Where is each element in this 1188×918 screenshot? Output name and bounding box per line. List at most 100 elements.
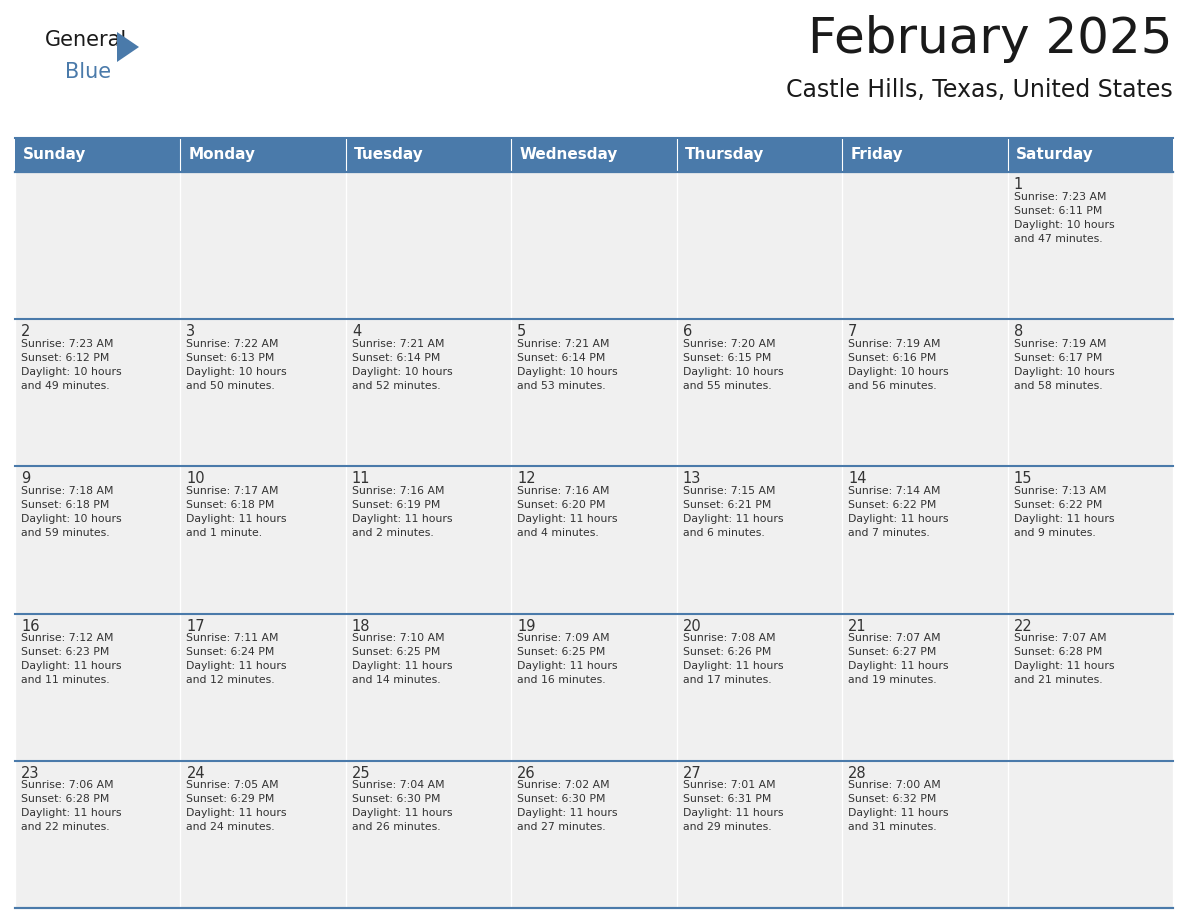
Text: Sunset: 6:29 PM: Sunset: 6:29 PM [187, 794, 274, 804]
Text: and 16 minutes.: and 16 minutes. [517, 675, 606, 685]
Text: and 59 minutes.: and 59 minutes. [21, 528, 109, 538]
Bar [511, 138, 677, 172]
Text: Daylight: 11 hours: Daylight: 11 hours [352, 514, 453, 524]
Text: Sunset: 6:23 PM: Sunset: 6:23 PM [21, 647, 109, 657]
Text: Castle Hills, Texas, United States: Castle Hills, Texas, United States [786, 78, 1173, 102]
Text: and 55 minutes.: and 55 minutes. [683, 381, 771, 391]
Bar [1007, 613, 1173, 761]
Bar [15, 613, 181, 761]
Text: and 6 minutes.: and 6 minutes. [683, 528, 764, 538]
Text: and 26 minutes.: and 26 minutes. [352, 823, 441, 833]
Text: and 47 minutes.: and 47 minutes. [1013, 233, 1102, 243]
Polygon shape [116, 32, 139, 62]
Text: Sunrise: 7:05 AM: Sunrise: 7:05 AM [187, 780, 279, 790]
Bar [677, 761, 842, 908]
Text: Sunrise: 7:16 AM: Sunrise: 7:16 AM [352, 486, 444, 496]
Bar [842, 761, 1007, 908]
Text: Daylight: 10 hours: Daylight: 10 hours [352, 366, 453, 376]
Text: Sunrise: 7:01 AM: Sunrise: 7:01 AM [683, 780, 776, 790]
Text: Daylight: 10 hours: Daylight: 10 hours [1013, 366, 1114, 376]
Bar [1007, 466, 1173, 613]
Text: and 27 minutes.: and 27 minutes. [517, 823, 606, 833]
Text: Thursday: Thursday [685, 148, 764, 162]
Bar [511, 613, 677, 761]
Text: 13: 13 [683, 472, 701, 487]
Text: Sunrise: 7:21 AM: Sunrise: 7:21 AM [352, 339, 444, 349]
Bar [511, 319, 677, 466]
Text: Sunset: 6:28 PM: Sunset: 6:28 PM [1013, 647, 1102, 657]
Text: Sunset: 6:17 PM: Sunset: 6:17 PM [1013, 353, 1102, 363]
Text: 26: 26 [517, 766, 536, 781]
Text: 20: 20 [683, 619, 701, 633]
Bar [511, 466, 677, 613]
Text: Sunset: 6:25 PM: Sunset: 6:25 PM [352, 647, 441, 657]
Bar [346, 761, 511, 908]
Text: Sunset: 6:30 PM: Sunset: 6:30 PM [517, 794, 606, 804]
Text: and 56 minutes.: and 56 minutes. [848, 381, 937, 391]
Text: Sunrise: 7:12 AM: Sunrise: 7:12 AM [21, 633, 114, 644]
Text: and 14 minutes.: and 14 minutes. [352, 675, 441, 685]
Text: and 24 minutes.: and 24 minutes. [187, 823, 276, 833]
Text: General: General [45, 30, 127, 50]
Text: Sunrise: 7:07 AM: Sunrise: 7:07 AM [848, 633, 941, 644]
Text: 28: 28 [848, 766, 867, 781]
Text: 7: 7 [848, 324, 858, 339]
Text: Sunset: 6:28 PM: Sunset: 6:28 PM [21, 794, 109, 804]
Text: 23: 23 [21, 766, 39, 781]
Bar [511, 761, 677, 908]
Text: Sunset: 6:21 PM: Sunset: 6:21 PM [683, 500, 771, 509]
Text: Daylight: 11 hours: Daylight: 11 hours [352, 661, 453, 671]
Text: 1: 1 [1013, 177, 1023, 192]
Text: 16: 16 [21, 619, 39, 633]
Text: Sunrise: 7:00 AM: Sunrise: 7:00 AM [848, 780, 941, 790]
Bar [511, 172, 677, 319]
Text: 27: 27 [683, 766, 701, 781]
Text: Sunrise: 7:23 AM: Sunrise: 7:23 AM [1013, 192, 1106, 201]
Text: Sunrise: 7:08 AM: Sunrise: 7:08 AM [683, 633, 776, 644]
Text: Daylight: 10 hours: Daylight: 10 hours [683, 366, 783, 376]
Bar [15, 466, 181, 613]
Text: Saturday: Saturday [1016, 148, 1094, 162]
Text: Daylight: 11 hours: Daylight: 11 hours [517, 809, 618, 818]
Text: Wednesday: Wednesday [519, 148, 618, 162]
Text: Sunset: 6:14 PM: Sunset: 6:14 PM [352, 353, 441, 363]
Bar [1007, 138, 1173, 172]
Text: 24: 24 [187, 766, 206, 781]
Text: Sunset: 6:24 PM: Sunset: 6:24 PM [187, 647, 274, 657]
Text: and 9 minutes.: and 9 minutes. [1013, 528, 1095, 538]
Text: Daylight: 11 hours: Daylight: 11 hours [187, 809, 287, 818]
Text: Sunset: 6:22 PM: Sunset: 6:22 PM [848, 500, 936, 509]
Text: and 50 minutes.: and 50 minutes. [187, 381, 276, 391]
Bar [181, 172, 346, 319]
Text: Sunrise: 7:21 AM: Sunrise: 7:21 AM [517, 339, 609, 349]
Bar [15, 319, 181, 466]
Text: 2: 2 [21, 324, 31, 339]
Text: 19: 19 [517, 619, 536, 633]
Text: 18: 18 [352, 619, 371, 633]
Text: Sunset: 6:18 PM: Sunset: 6:18 PM [187, 500, 274, 509]
Text: and 53 minutes.: and 53 minutes. [517, 381, 606, 391]
Text: Sunrise: 7:17 AM: Sunrise: 7:17 AM [187, 486, 279, 496]
Text: and 12 minutes.: and 12 minutes. [187, 675, 276, 685]
Text: Sunset: 6:22 PM: Sunset: 6:22 PM [1013, 500, 1102, 509]
Text: 21: 21 [848, 619, 867, 633]
Text: Daylight: 11 hours: Daylight: 11 hours [683, 809, 783, 818]
Bar [677, 319, 842, 466]
Text: Daylight: 11 hours: Daylight: 11 hours [21, 661, 121, 671]
Text: Daylight: 10 hours: Daylight: 10 hours [187, 366, 287, 376]
Text: Daylight: 11 hours: Daylight: 11 hours [683, 514, 783, 524]
Text: Sunset: 6:19 PM: Sunset: 6:19 PM [352, 500, 441, 509]
Text: Sunday: Sunday [24, 148, 87, 162]
Text: and 4 minutes.: and 4 minutes. [517, 528, 599, 538]
Text: Sunrise: 7:10 AM: Sunrise: 7:10 AM [352, 633, 444, 644]
Text: Daylight: 11 hours: Daylight: 11 hours [848, 809, 949, 818]
Bar [1007, 319, 1173, 466]
Text: Daylight: 11 hours: Daylight: 11 hours [1013, 661, 1114, 671]
Text: 14: 14 [848, 472, 866, 487]
Bar [346, 319, 511, 466]
Text: 5: 5 [517, 324, 526, 339]
Text: Daylight: 10 hours: Daylight: 10 hours [21, 514, 121, 524]
Text: 12: 12 [517, 472, 536, 487]
Text: Sunset: 6:32 PM: Sunset: 6:32 PM [848, 794, 936, 804]
Text: Sunrise: 7:11 AM: Sunrise: 7:11 AM [187, 633, 279, 644]
